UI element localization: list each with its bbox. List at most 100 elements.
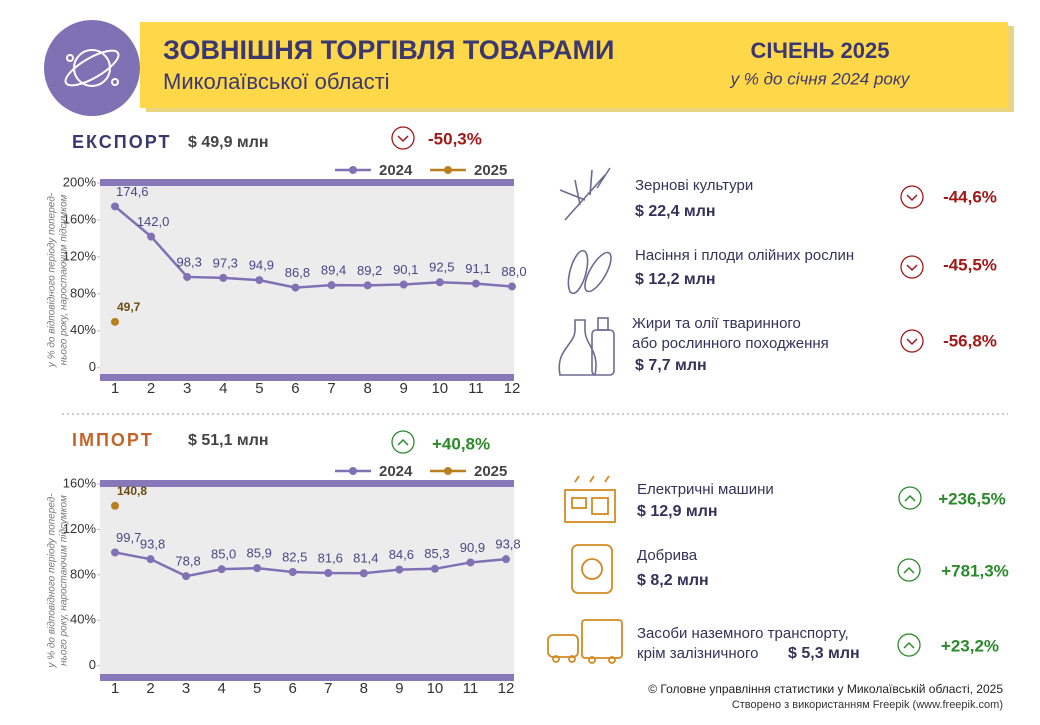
point [359, 569, 368, 578]
data-label: 94,9 [249, 258, 274, 273]
data-label: 85,9 [247, 546, 272, 561]
point [182, 572, 191, 581]
x-tick-label: 9 [395, 680, 403, 697]
point [502, 555, 510, 564]
y-axis-label: у % до відповідного періоду поперед- [47, 493, 58, 669]
item-value: $ 7,7 млн [635, 357, 707, 374]
up-icon [897, 558, 921, 582]
fertilizer-icon [571, 544, 613, 594]
item-value: $ 5,3 млн [788, 645, 860, 662]
x-tick-label: 7 [327, 380, 335, 397]
x-tick-label: 5 [253, 680, 261, 697]
y-axis-label: нього року, наростаючим підсумком [59, 194, 70, 365]
y-axis-label: у % до відповідного періоду поперед- [47, 192, 58, 368]
point [327, 281, 336, 290]
x-tick-label: 9 [400, 380, 408, 397]
section-change: +40,8% [432, 434, 490, 453]
x-tick-label: 4 [217, 680, 225, 697]
point [147, 232, 156, 241]
x-tick-label: 1 [111, 380, 119, 397]
legend-dot [444, 467, 452, 475]
point [291, 283, 300, 292]
point [430, 564, 439, 573]
x-tick-label: 12 [504, 380, 521, 397]
data-label: 90,1 [393, 262, 418, 277]
y-tick-label: 120% [63, 248, 97, 263]
data-label: 85,3 [424, 546, 449, 561]
down-arrow [906, 194, 918, 202]
point [183, 272, 192, 281]
down-arrow [906, 264, 918, 272]
data-label: 174,6 [116, 184, 149, 199]
x-tick-label: 6 [289, 680, 297, 697]
plot-area [100, 484, 514, 677]
x-tick-label: 2 [146, 680, 154, 697]
point [324, 569, 333, 578]
x-tick-label: 10 [427, 680, 444, 697]
y-tick-label: 200% [63, 174, 97, 189]
header-icon [44, 20, 140, 116]
down-icon [391, 126, 415, 150]
down-arrow [397, 135, 409, 143]
up-arrow [904, 494, 916, 502]
up-arrow [903, 566, 915, 574]
down-icon [900, 255, 924, 279]
x-tick-label: 3 [183, 380, 191, 397]
data-label: 81,6 [318, 550, 343, 565]
section-title: ЕКСПОРТ [72, 132, 171, 152]
item-change: -44,6% [943, 187, 997, 206]
x-tick-label: 7 [324, 680, 332, 697]
bottom-band [100, 674, 514, 681]
y-tick-label: 160% [63, 211, 97, 226]
point [111, 317, 119, 326]
up-icon [391, 430, 415, 454]
x-tick-label: 3 [182, 680, 190, 697]
y-tick-label: 40% [70, 322, 96, 337]
item-name: Зернові культури [635, 177, 753, 194]
point [471, 279, 480, 288]
point [508, 282, 516, 291]
item-change: +23,2% [941, 636, 999, 655]
top-band [100, 480, 514, 487]
data-label: 81,4 [353, 551, 378, 566]
item-name: Добрива [637, 547, 698, 564]
series-line [114, 205, 513, 289]
data-label: 93,8 [495, 537, 520, 552]
item-name: Насіння і плоди олійних рослин [635, 247, 854, 264]
section-change: -50,3% [428, 129, 482, 148]
item-name: крім залізничного [637, 645, 759, 662]
legend-dot [349, 166, 357, 174]
point [255, 276, 264, 285]
x-tick-label: 1 [111, 680, 119, 697]
up-arrow [397, 438, 409, 446]
legend-label: 2024 [379, 463, 413, 480]
machine-icon [564, 475, 616, 523]
header-band [140, 22, 1008, 108]
point [217, 565, 226, 574]
item-value: $ 8,2 млн [637, 572, 709, 589]
footer-credit: Створено з використанням Freepik (www.fr… [732, 699, 1003, 711]
x-tick-label: 11 [463, 680, 479, 697]
section-title: ІМПОРТ [72, 430, 154, 450]
data-label: 98,3 [177, 254, 202, 269]
data-label: 89,2 [357, 263, 382, 278]
up-icon [898, 486, 922, 510]
title: ЗОВНІШНЯ ТОРГІВЛЯ ТОВАРАМИ [163, 35, 614, 65]
data-label: 140,8 [117, 484, 147, 498]
y-tick-label: 0 [89, 657, 96, 672]
data-label: 92,5 [429, 260, 454, 275]
bottom-band [100, 374, 514, 381]
x-tick-label: 4 [219, 380, 227, 397]
up-icon [897, 633, 921, 657]
globe-icon [64, 49, 120, 87]
y-tick-label: 40% [70, 612, 96, 627]
data-label: 85,0 [211, 547, 236, 562]
data-label: 88,0 [501, 264, 526, 279]
legend-label: 2025 [474, 463, 507, 480]
data-label: 93,8 [140, 537, 165, 552]
legend-dot [444, 166, 452, 174]
data-label: 78,8 [175, 554, 200, 569]
point [219, 273, 228, 282]
footer-copyright: © Головне управління статистики у Микола… [648, 682, 1003, 696]
